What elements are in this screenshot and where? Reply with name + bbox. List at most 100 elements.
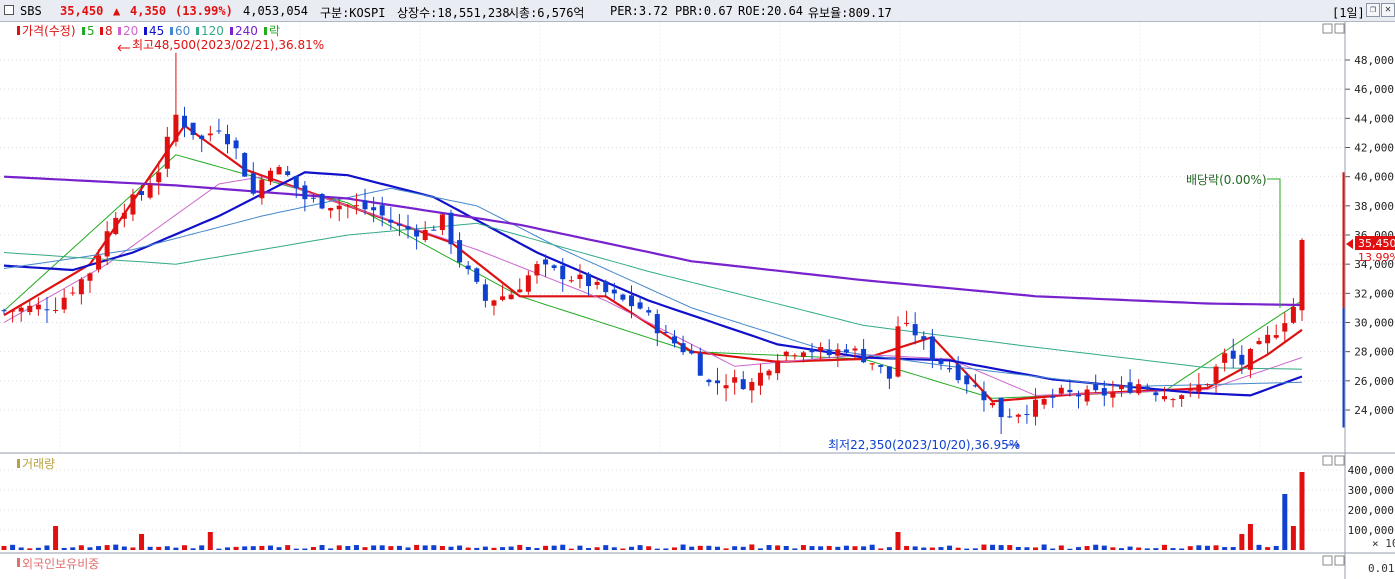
current-price-tag: 35,450 13.99%: [1346, 236, 1395, 264]
volume-bar: [362, 547, 368, 550]
volume-bar: [818, 546, 824, 550]
volume-bar: [671, 547, 677, 550]
panel-close-icon[interactable]: [1334, 23, 1345, 34]
price-panel-controls[interactable]: [1322, 23, 1345, 34]
legend-item-8: 8: [105, 24, 113, 38]
volume-bar: [1161, 544, 1167, 550]
candle-body: [1239, 354, 1245, 365]
stock-chart[interactable]: 24,00026,00028,00030,00032,00034,00036,0…: [0, 22, 1395, 579]
candle-body: [818, 347, 824, 351]
candle-body: [586, 273, 592, 287]
candle-body: [740, 379, 746, 390]
volume-bar: [783, 546, 789, 550]
candle-body: [757, 372, 763, 386]
volume-bar: [1299, 472, 1305, 550]
candle-body: [1076, 394, 1082, 397]
volume-bar: [603, 545, 609, 550]
candle-body: [1170, 399, 1176, 401]
candle-body: [61, 297, 67, 310]
volume-bar: [1256, 544, 1262, 550]
candle-body: [1110, 391, 1116, 398]
candle-body: [663, 332, 669, 334]
volume-bar: [1058, 545, 1064, 550]
candle-body: [242, 153, 248, 177]
roe-value: ROE:20.64: [738, 4, 804, 18]
volume-bar: [173, 547, 179, 550]
high-label: 최고48,500(2023/02/21),36.81%: [132, 38, 324, 52]
candle-body: [224, 134, 230, 145]
volume-bar: [27, 548, 33, 550]
volume-bar: [732, 546, 738, 550]
volume-legend-marker: [17, 459, 20, 468]
candle-body: [792, 355, 798, 357]
vol-tick-label: 400,000: [1348, 464, 1394, 477]
volume-bar: [886, 547, 892, 550]
restore-icon[interactable]: ❐: [1366, 3, 1380, 17]
candle-body: [1058, 387, 1064, 394]
volume-bar: [293, 548, 299, 550]
volume-bar: [457, 545, 463, 550]
volume-bar: [1170, 548, 1176, 550]
volume-close-icon[interactable]: [1334, 455, 1345, 466]
select-checkbox[interactable]: [4, 5, 14, 15]
volume-bar: [749, 544, 755, 550]
volume-bar: [800, 545, 806, 550]
candle-body: [259, 179, 265, 199]
candle-body: [809, 349, 815, 353]
ma-line-120: [3, 222, 1303, 370]
volume-minimize-icon[interactable]: [1322, 455, 1333, 466]
candle-body: [732, 377, 738, 383]
candle-body: [1, 310, 7, 312]
foreign-close-icon[interactable]: [1334, 555, 1345, 566]
foreign-minimize-icon[interactable]: [1322, 555, 1333, 566]
volume-bar: [904, 545, 910, 550]
candle-body: [1093, 384, 1099, 391]
candle-body: [972, 385, 978, 387]
volume-bar: [276, 547, 282, 550]
candle-body: [336, 205, 342, 210]
volume-bar: [929, 547, 935, 550]
candle-body: [800, 352, 806, 357]
stock-info-bar: SBS 35,450 ▲ 4,350 (13.99%) 4,053,054 구분…: [0, 0, 1395, 22]
candle-body: [508, 294, 514, 300]
candle-body: [620, 294, 626, 300]
panel-minimize-icon[interactable]: [1322, 23, 1333, 34]
candle-body: [1196, 384, 1202, 392]
candle-body: [904, 322, 910, 324]
volume-bar: [792, 548, 798, 550]
candle-body: [1024, 414, 1030, 416]
candle-body: [78, 279, 84, 295]
volume-bar: [981, 544, 987, 550]
volume-bar: [843, 545, 849, 550]
candle-body: [1136, 384, 1142, 394]
candle-body: [70, 292, 76, 294]
volume-bar: [998, 545, 1004, 550]
volume-bar: [1033, 547, 1039, 550]
volume-bar: [388, 546, 394, 550]
candle-body: [302, 185, 308, 200]
legend-item-240: 240: [235, 24, 258, 38]
legend-marker: [82, 27, 85, 35]
candle-body: [500, 296, 506, 300]
ma-line-60: [3, 187, 1303, 388]
period-selector[interactable]: [1일]: [1332, 6, 1365, 20]
volume-bar: [1084, 546, 1090, 550]
volume-bar: [869, 544, 875, 550]
trade-volume: 4,053,054: [243, 4, 309, 18]
foreign-value-label: 0.01: [1368, 562, 1395, 575]
listed-shares: 상장수:18,551,238: [397, 6, 510, 20]
volume-bar: [1015, 546, 1021, 550]
y-tick-label: 32,000: [1354, 287, 1394, 300]
y-tick-label: 42,000: [1354, 142, 1394, 155]
y-tick-label: 30,000: [1354, 317, 1394, 330]
candle-body: [1179, 395, 1185, 400]
candle-body: [921, 336, 927, 340]
candle-body: [491, 300, 497, 306]
candle-body: [723, 385, 729, 389]
candle-body: [482, 284, 488, 301]
volume-bar: [53, 526, 59, 550]
close-icon[interactable]: ✕: [1381, 3, 1395, 17]
volume-unit-label: × 10: [1372, 537, 1395, 550]
candle-body: [1144, 386, 1150, 389]
current-price-arrow-icon: [1346, 239, 1353, 249]
